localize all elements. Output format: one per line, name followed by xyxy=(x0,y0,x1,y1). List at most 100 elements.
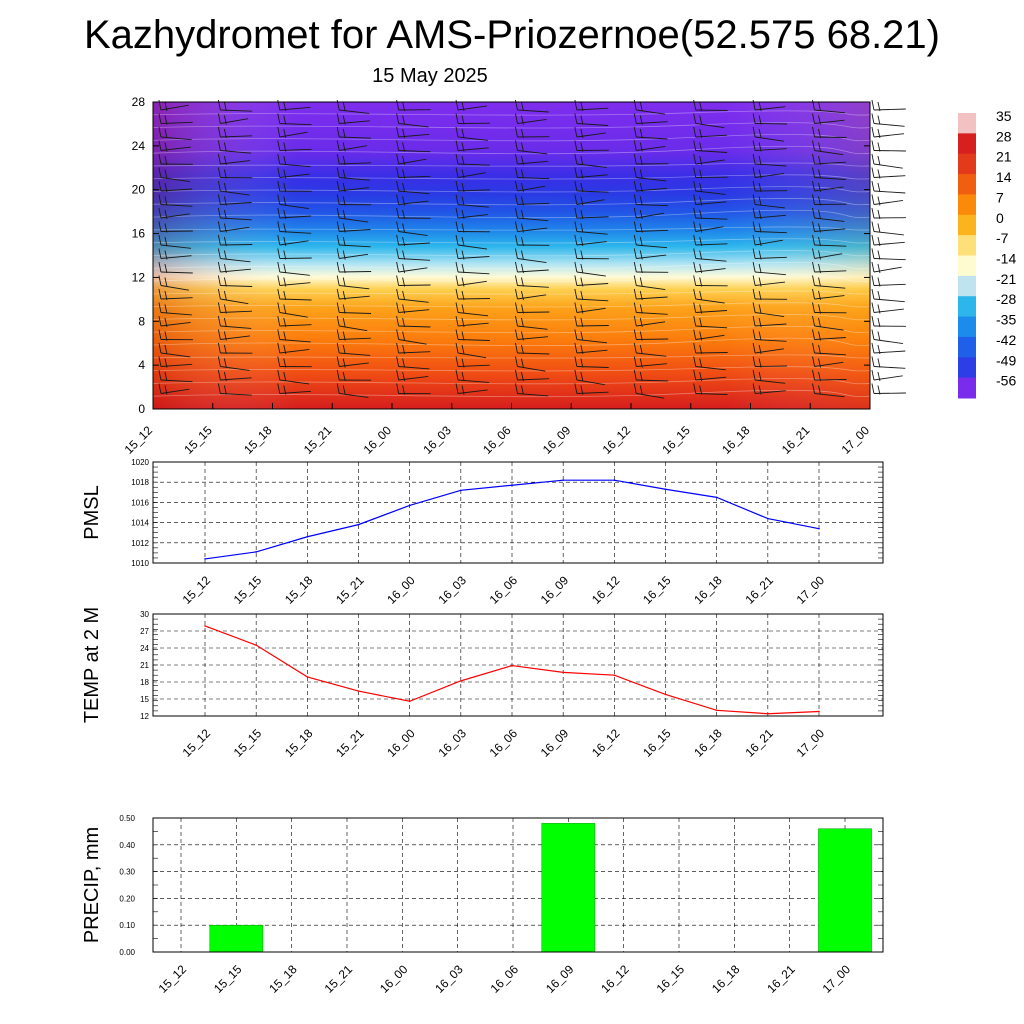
wind-barb xyxy=(455,140,489,152)
wind-barb xyxy=(633,180,668,193)
wind-barb-feather xyxy=(871,302,875,313)
wind-barb xyxy=(336,356,369,368)
data-point xyxy=(664,488,667,491)
wind-barb-feather xyxy=(639,277,643,287)
wind-barb-feather xyxy=(223,304,227,314)
wind-barb xyxy=(336,275,370,290)
wind-barb-feather xyxy=(633,383,637,394)
wind-barb-feather xyxy=(217,315,221,327)
wind-barb-shaft xyxy=(873,175,906,178)
wind-barb-shaft xyxy=(160,255,192,259)
y-tick-label: 1016 xyxy=(131,498,149,507)
x-tick-label: 16_18 xyxy=(719,423,753,457)
wind-barb xyxy=(455,167,486,179)
data-point xyxy=(204,625,206,627)
wind-barb-feather xyxy=(283,304,287,314)
wind-barb-shaft xyxy=(873,123,905,127)
wind-barb xyxy=(277,342,310,355)
wind-barb xyxy=(336,153,371,166)
wind-barb-shaft xyxy=(873,339,904,345)
wind-barb-feather xyxy=(699,155,703,166)
x-tick-label: 16_06 xyxy=(480,423,514,457)
wind-barb-feather xyxy=(639,317,643,328)
wind-barb-shaft xyxy=(814,119,845,124)
wind-barb-feather xyxy=(217,342,221,354)
wind-barb-feather xyxy=(402,236,406,247)
y-tick-label: 1010 xyxy=(131,559,149,568)
wind-barb xyxy=(752,369,786,384)
wind-barb-shaft xyxy=(755,312,785,318)
wind-barb xyxy=(515,153,549,166)
heatmap-shading xyxy=(153,102,870,409)
wind-barb xyxy=(396,329,427,345)
wind-barb-feather xyxy=(521,263,524,274)
wind-barb-feather xyxy=(633,140,637,151)
wind-barb-feather xyxy=(461,358,465,368)
wind-barb-feather xyxy=(342,223,346,233)
wind-barb-feather xyxy=(277,126,281,138)
wind-barb-feather xyxy=(871,221,875,232)
wind-barb-feather xyxy=(461,236,465,247)
wind-barb-feather xyxy=(164,331,168,341)
wind-barb xyxy=(752,383,786,395)
wind-barb-shaft xyxy=(398,267,428,273)
wind-barb xyxy=(277,369,310,385)
wind-barb-feather xyxy=(758,182,762,193)
wind-barb-feather xyxy=(461,142,465,152)
wind-barb-feather xyxy=(639,169,643,179)
x-tick-label: 16_12 xyxy=(589,726,623,760)
wind-barb-shaft xyxy=(695,134,728,138)
wind-barb xyxy=(871,288,905,303)
x-tick-label: 16_09 xyxy=(543,962,577,996)
wind-barb-feather xyxy=(574,369,578,381)
data-point xyxy=(613,674,616,676)
wind-barb-feather xyxy=(277,261,281,273)
data-point xyxy=(511,664,513,667)
wind-barb xyxy=(158,329,193,341)
wind-barb xyxy=(515,383,549,397)
wind-barb xyxy=(515,315,548,330)
wind-barb-feather xyxy=(158,302,162,313)
wind-barb xyxy=(574,288,609,302)
data-point xyxy=(818,527,820,530)
wind-barb-feather xyxy=(877,263,881,274)
wind-barb xyxy=(574,194,605,206)
wind-barb-feather xyxy=(402,182,406,193)
wind-barb xyxy=(158,315,191,328)
wind-barb-shaft xyxy=(220,217,252,221)
wind-barb-shaft xyxy=(576,132,606,138)
wind-barb-feather xyxy=(277,140,281,151)
wind-barb-feather xyxy=(336,234,340,246)
wind-barb xyxy=(515,221,548,233)
wind-barb-feather xyxy=(574,234,578,246)
wind-barb-shaft xyxy=(814,136,847,138)
wind-barb-feather xyxy=(818,115,821,125)
wind-barb-feather xyxy=(699,182,703,193)
wind-barb-feather xyxy=(515,369,518,381)
data-point xyxy=(408,700,411,703)
wind-barb-feather xyxy=(402,277,406,287)
wind-barb xyxy=(871,234,905,247)
wind-barb-shaft xyxy=(457,271,490,275)
wind-barb-feather xyxy=(877,371,881,382)
wind-barb-feather xyxy=(402,290,406,301)
wind-barb-feather xyxy=(521,155,524,166)
wind-barb-feather xyxy=(336,383,340,394)
wind-barb-shaft xyxy=(517,150,548,155)
wind-barb-feather xyxy=(402,169,406,179)
wind-barb-feather xyxy=(693,194,697,205)
wind-barb-feather xyxy=(574,207,578,219)
wind-barb-feather xyxy=(396,383,400,394)
wind-barb xyxy=(871,302,904,314)
wind-barb-feather xyxy=(758,236,762,247)
wind-barb-feather xyxy=(223,196,227,206)
wind-barb-feather xyxy=(818,223,821,233)
isotherm-line xyxy=(152,110,871,116)
x-tick-label: 15_12 xyxy=(156,962,190,996)
x-tick-label: 17_00 xyxy=(794,573,828,607)
x-tick-label: 16_15 xyxy=(640,573,674,607)
wind-barb-shaft xyxy=(398,258,431,261)
plot-frame xyxy=(152,461,884,564)
wind-barb-feather xyxy=(336,207,340,219)
wind-barb xyxy=(574,356,609,368)
